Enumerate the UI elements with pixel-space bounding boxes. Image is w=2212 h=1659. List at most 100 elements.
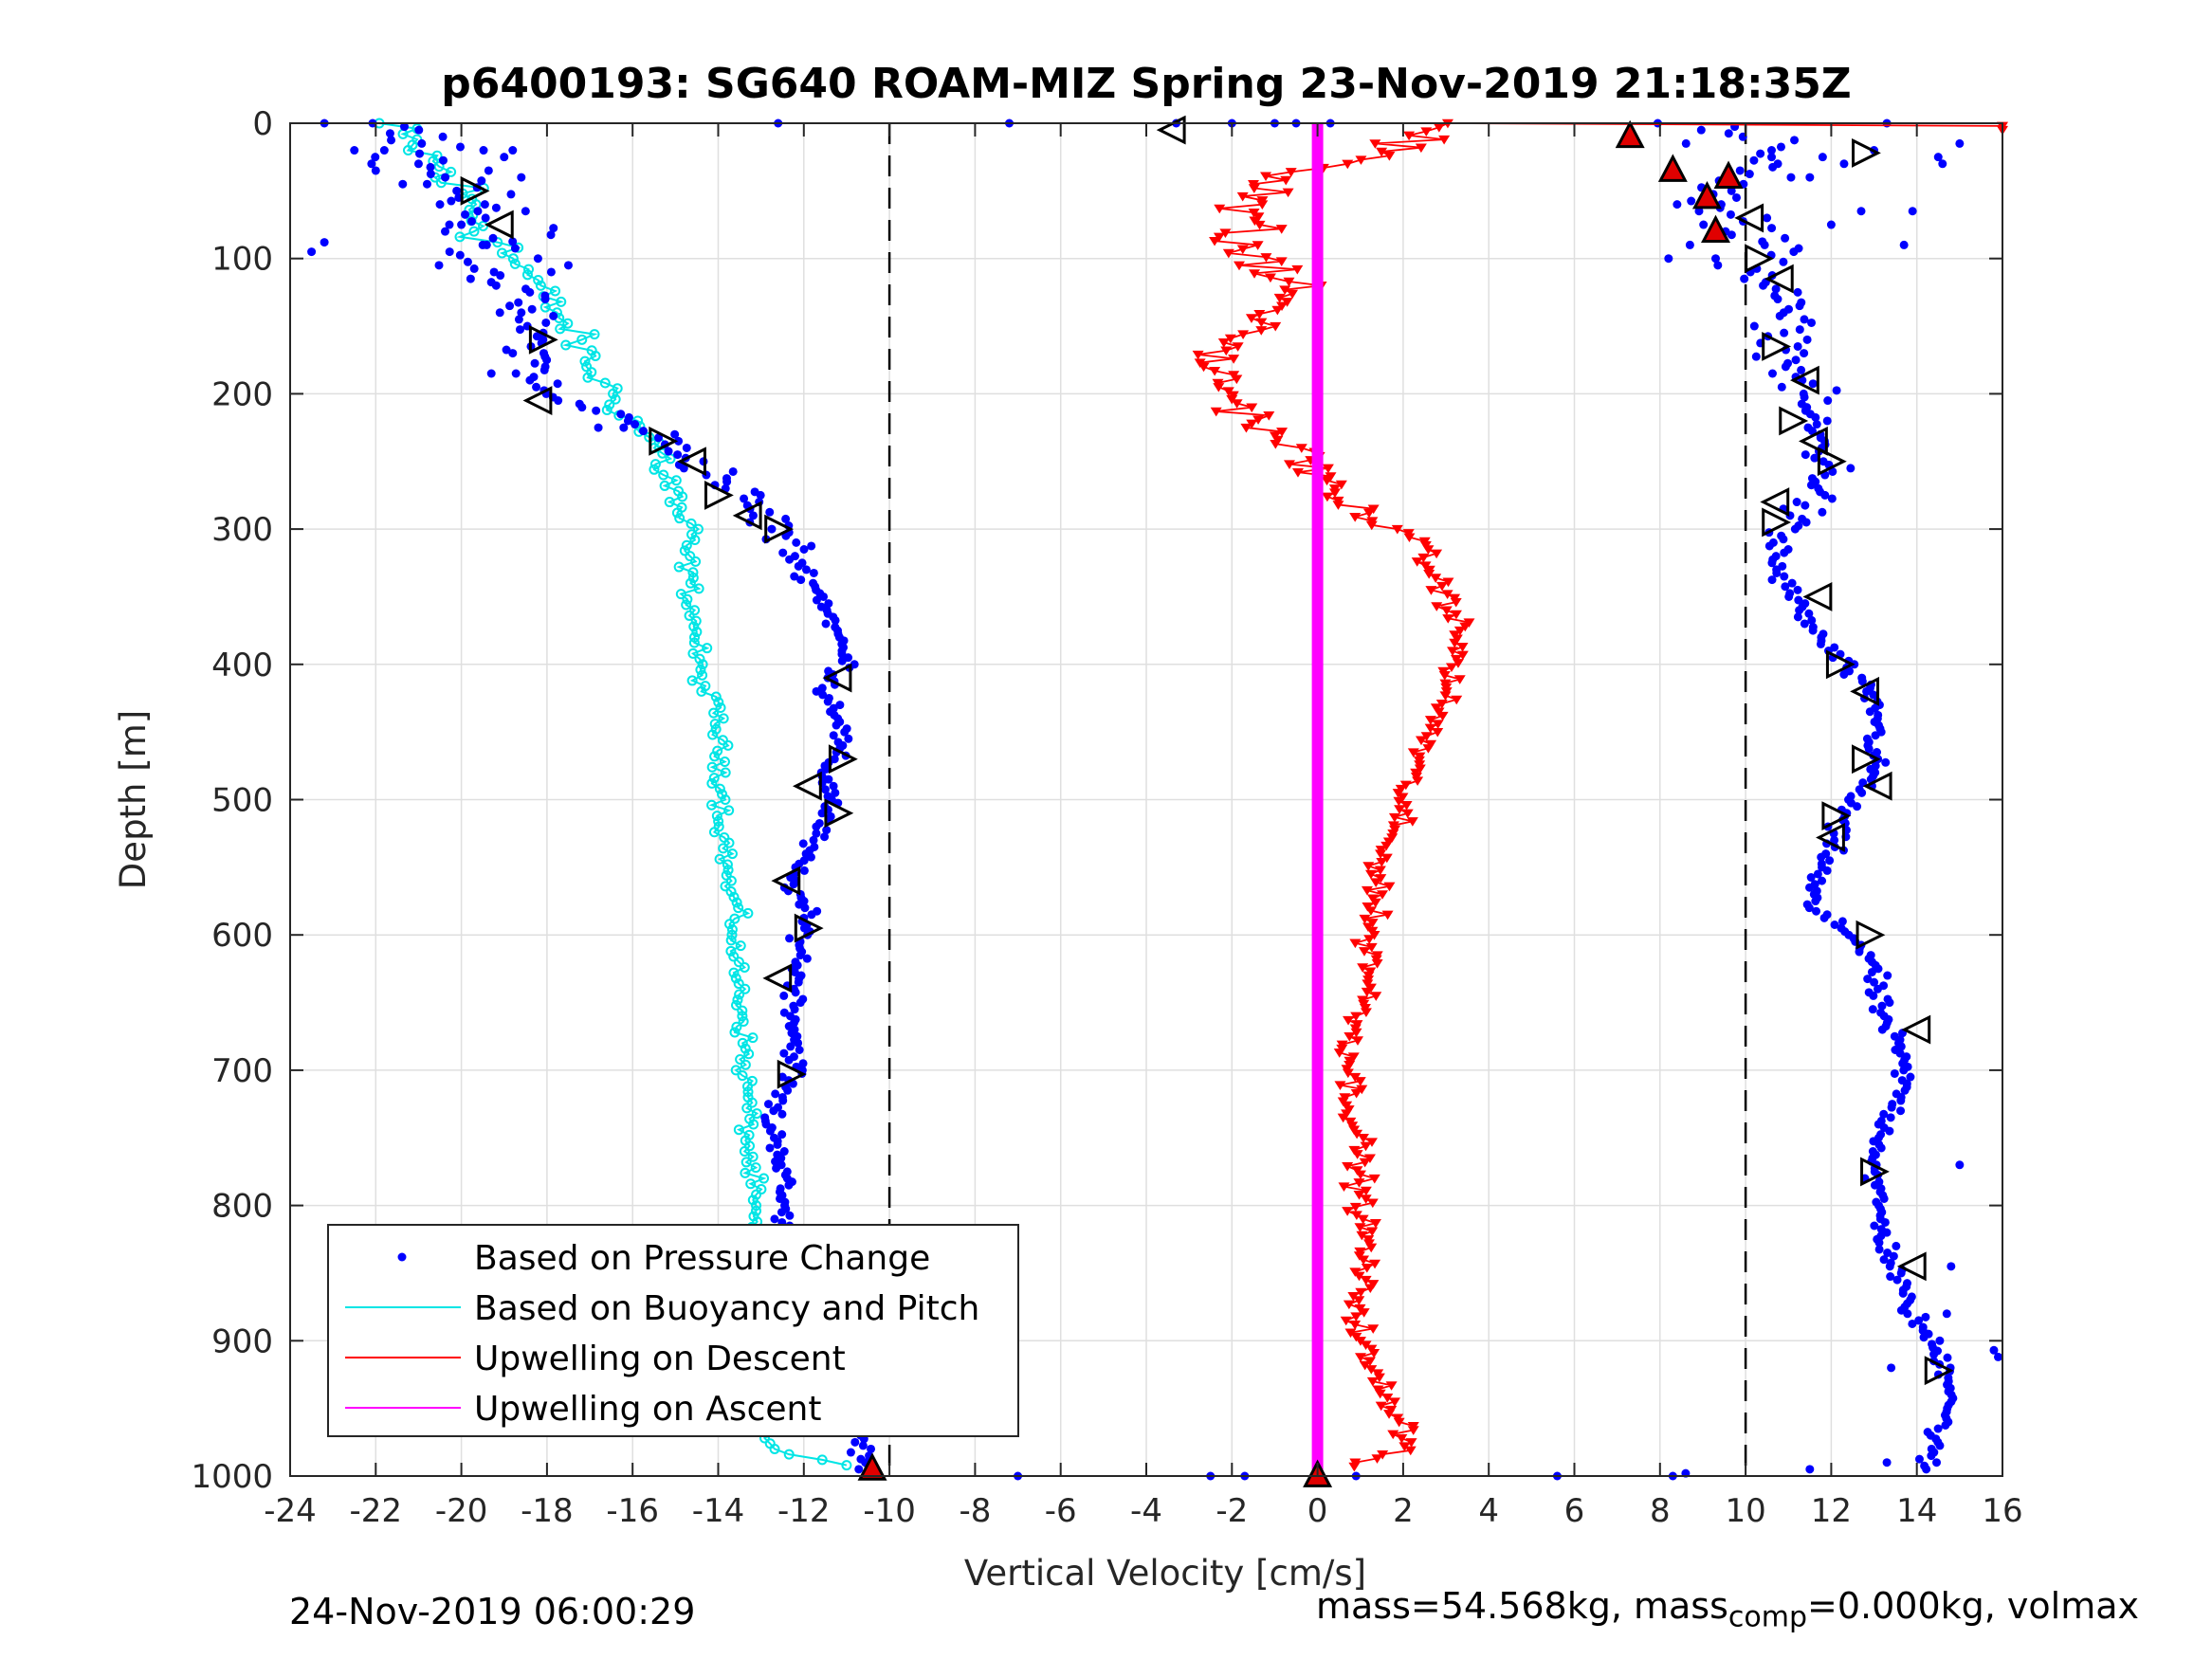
open-triangle-marker — [704, 480, 734, 510]
buoyancy-point — [730, 1065, 741, 1076]
pressure-outlier — [1908, 207, 1917, 216]
upwelling-descent-point — [1351, 1129, 1363, 1139]
pressure-point — [530, 358, 539, 368]
pressure-point — [1808, 626, 1818, 635]
pressure-point — [539, 365, 549, 374]
pressure-point — [1935, 1336, 1945, 1345]
buoyancy-point — [726, 848, 738, 860]
buoyancy-point — [689, 605, 701, 616]
pressure-point — [824, 599, 833, 609]
buoyancy-point — [454, 231, 466, 243]
buoyancy-point — [731, 999, 742, 1011]
x-tick-label: 8 — [1650, 1492, 1671, 1530]
pressure-outlier — [517, 173, 526, 182]
x-tick-label: 4 — [1478, 1492, 1499, 1530]
pressure-point — [1751, 352, 1761, 361]
pressure-point — [1790, 524, 1800, 534]
pressure-point — [1880, 1217, 1890, 1227]
pressure-point — [867, 1444, 876, 1453]
upwelling-descent-point — [1283, 460, 1295, 470]
pressure-point — [1696, 125, 1706, 135]
pressure-point — [1874, 964, 1883, 974]
pressure-point — [1874, 1238, 1884, 1248]
plot-area — [307, 115, 2008, 1487]
upwelling-descent-point — [1351, 1036, 1363, 1046]
upwelling-descent-point — [1295, 444, 1307, 453]
upwelling-descent-point — [1370, 992, 1382, 1001]
pressure-point — [798, 1059, 808, 1068]
upwelling-descent-point — [1270, 321, 1282, 332]
upwelling-descent-point — [1291, 264, 1304, 275]
pressure-point — [415, 149, 425, 158]
buoyancy-point — [751, 1200, 762, 1212]
pressure-point — [511, 369, 521, 378]
pressure-point — [779, 1048, 789, 1058]
pressure-point — [452, 186, 462, 195]
buoyancy-point — [728, 951, 740, 962]
open-triangle-marker — [1156, 115, 1186, 145]
buoyancy-point — [694, 653, 705, 665]
pressure-point — [1863, 975, 1873, 984]
annotation-triangles — [460, 115, 1954, 1487]
open-triangle-marker — [822, 663, 852, 693]
pressure-point — [799, 545, 809, 555]
pressure-point — [1801, 501, 1810, 510]
buoyancy-point — [730, 973, 741, 984]
pressure-point — [385, 129, 394, 138]
y-axis-label: Depth [m] — [113, 710, 154, 889]
pressure-point — [484, 166, 493, 175]
pressure-point — [770, 1214, 779, 1224]
upwelling-descent-point — [1361, 885, 1373, 896]
buoyancy-point — [738, 1016, 749, 1028]
buoyancy-point — [741, 1103, 753, 1114]
upwelling-descent-point — [1236, 191, 1249, 202]
open-triangle-marker — [1852, 744, 1881, 775]
upwelling-descent-point — [1260, 253, 1272, 263]
x-tick-label: -18 — [521, 1492, 574, 1530]
pressure-point — [1867, 967, 1876, 976]
upwelling-descent-point — [1381, 1394, 1394, 1403]
x-tick-label: -8 — [959, 1492, 991, 1530]
pressure-point — [1780, 572, 1789, 581]
x-tick-label: -14 — [692, 1492, 745, 1530]
pressure-outlier — [1856, 207, 1866, 216]
upwelling-descent-point — [1343, 1015, 1355, 1026]
buoyancy-point — [725, 935, 737, 946]
pressure-outlier — [521, 207, 530, 216]
upwelling-descent-point — [1368, 1174, 1380, 1184]
pressure-point — [772, 1163, 781, 1173]
pressure-outlier — [500, 153, 509, 162]
upwelling-descent-point — [1435, 581, 1448, 592]
pressure-point — [1903, 1309, 1912, 1319]
upwelling-descent-point — [1376, 857, 1388, 867]
buoyancy-point — [751, 1108, 762, 1120]
pressure-point — [769, 1106, 778, 1116]
pressure-outlier — [1818, 153, 1827, 162]
upwelling-descent-point — [1365, 520, 1378, 531]
upwelling-descent-point — [1322, 464, 1334, 474]
pressure-point — [670, 429, 680, 439]
upwelling-descent-point — [1456, 650, 1469, 661]
filled-triangle-marker — [1657, 154, 1688, 182]
upwelling-descent-point — [1415, 736, 1427, 746]
legend-entry-label: Upwelling on Descent — [474, 1340, 846, 1378]
upwelling-descent-point — [1405, 1438, 1417, 1448]
upwelling-descent-point — [1388, 812, 1400, 823]
upwelling-descent-point — [1246, 419, 1258, 429]
pressure-point — [1767, 369, 1777, 378]
pressure-point — [481, 213, 490, 223]
buoyancy-point — [496, 247, 507, 259]
x-tick-label: -4 — [1130, 1492, 1162, 1530]
buoyancy-point — [686, 529, 698, 540]
buoyancy-point — [688, 637, 700, 648]
pressure-point — [1740, 274, 1749, 283]
pressure-point — [807, 910, 816, 920]
upwelling-descent-point — [1285, 168, 1297, 177]
pressure-point — [820, 832, 830, 842]
pressure-point — [438, 155, 448, 165]
buoyancy-point — [560, 339, 572, 351]
buoyancy-point — [708, 773, 720, 784]
pressure-point — [1865, 707, 1874, 717]
pressure-point — [1890, 1068, 1899, 1078]
pressure-outlier — [457, 220, 466, 229]
